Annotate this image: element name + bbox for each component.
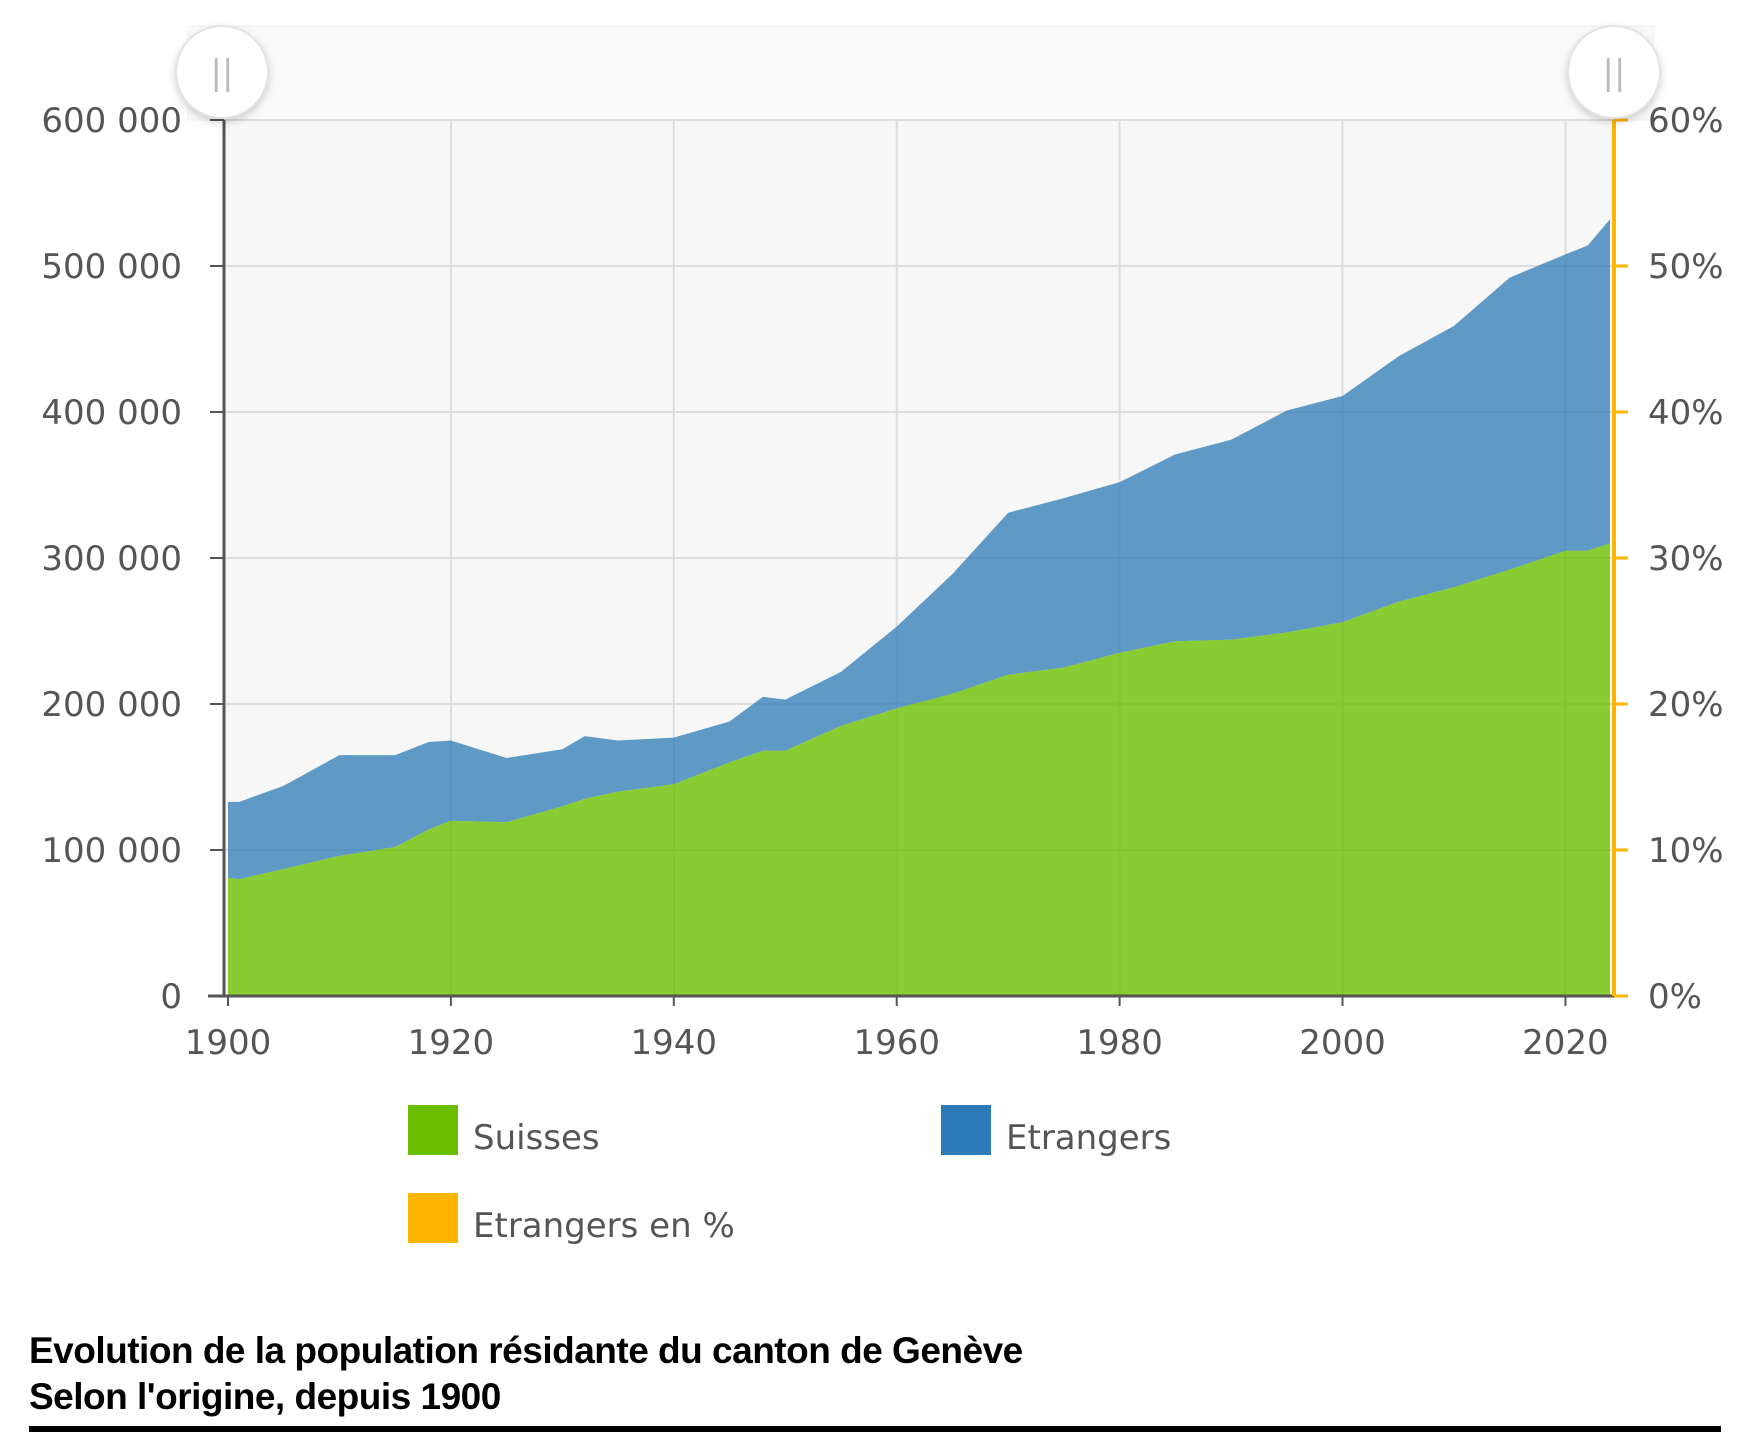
y-right-tick-label-30: 30% — [1648, 539, 1724, 579]
legend-item-etrangers-pct[interactable]: Etrangers en % — [408, 1193, 735, 1246]
range-handle-left-grip: || — [211, 53, 234, 93]
legend-label-etrangers: Etrangers — [1006, 1118, 1171, 1158]
y-right-tick-label-50: 50% — [1648, 247, 1724, 287]
y-left-tick-label-0: 0 — [160, 977, 182, 1017]
y-right-tick-label-40: 40% — [1648, 393, 1724, 433]
x-tick-label-1920: 1920 — [408, 1023, 495, 1063]
legend-swatch-etrangers — [941, 1105, 991, 1155]
x-tick-label-1980: 1980 — [1076, 1023, 1163, 1063]
y-right-tick-label-60: 60% — [1648, 101, 1724, 141]
y-left-tick-label-600000: 600 000 — [41, 101, 182, 141]
legend: Suisses Etrangers Etrangers en % — [408, 1105, 1171, 1246]
legend-swatch-etrangers-pct — [408, 1193, 458, 1243]
y-right-tick-label-20: 20% — [1648, 685, 1724, 725]
y-right-axis-ticks: 0% 10% 20% 30% 40% 50% 60% — [1614, 101, 1724, 1017]
y-right-tick-label-10: 10% — [1648, 831, 1724, 871]
chart-subtitle: Selon l'origine, depuis 1900 — [29, 1376, 501, 1417]
y-left-tick-label-300000: 300 000 — [41, 539, 182, 579]
legend-item-suisses[interactable]: Suisses — [408, 1105, 600, 1158]
x-tick-label-1900: 1900 — [185, 1023, 272, 1063]
chart-title: Evolution de la population résidante du … — [29, 1330, 1023, 1371]
range-selector-track[interactable] — [187, 25, 1654, 121]
area-series — [228, 219, 1610, 996]
legend-label-etrangers-pct: Etrangers en % — [473, 1206, 735, 1246]
x-tick-label-2000: 2000 — [1299, 1023, 1386, 1063]
y-left-tick-label-400000: 400 000 — [41, 393, 182, 433]
legend-item-etrangers[interactable]: Etrangers — [941, 1105, 1171, 1158]
x-tick-label-1940: 1940 — [631, 1023, 718, 1063]
x-tick-label-1960: 1960 — [853, 1023, 940, 1063]
y-left-axis-ticks: 0 100 000 200 000 300 000 400 000 500 000 600 … — [41, 101, 224, 1017]
range-handle-right-grip: || — [1603, 53, 1626, 93]
y-left-tick-label-100000: 100 000 — [41, 831, 182, 871]
area-suisses — [228, 543, 1610, 996]
range-handle-right[interactable]: || — [1567, 25, 1661, 119]
area-etrangers — [228, 219, 1610, 880]
range-handle-left[interactable]: || — [175, 25, 269, 119]
y-left-tick-label-200000: 200 000 — [41, 685, 182, 725]
y-right-tick-label-0: 0% — [1648, 977, 1702, 1017]
caption-divider — [29, 1426, 1721, 1432]
legend-swatch-suisses — [408, 1105, 458, 1155]
y-left-tick-label-500000: 500 000 — [41, 247, 182, 287]
x-tick-label-2020: 2020 — [1522, 1023, 1609, 1063]
legend-label-suisses: Suisses — [473, 1118, 600, 1158]
x-axis-ticks: 1900 1920 1940 1960 1980 2000 2020 — [185, 996, 1609, 1063]
